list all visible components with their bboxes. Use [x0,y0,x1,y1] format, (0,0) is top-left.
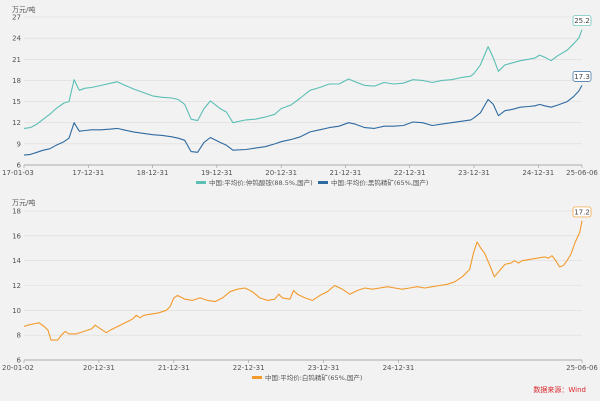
x-tick-label: 17-01-03 [2,169,34,177]
x-tick-label: 22-12-31 [394,169,426,177]
x-tick-label: 21-12-31 [330,169,362,177]
legend-swatch [318,181,328,184]
y-tick-label: 14 [12,257,21,265]
y-tick-label: 24 [12,35,21,43]
x-tick-label: 20-01-02 [2,364,34,372]
y-tick-label: 10 [12,307,21,315]
source-note: 数据来源：Wind [533,386,586,394]
legend-label: 中国:平均价:白钨精矿(65%,国产) [265,373,362,382]
legend-swatch [196,181,206,184]
x-tick-label: 24-12-31 [522,169,554,177]
chart-scheelite-concentrate: 万元/吨 6 8 10 12 14 16 18 20-01-02 20-12-31 21-12-31… [2,198,598,382]
x-tick-label: 17-12-31 [72,169,104,177]
x-tick-label: 19-12-31 [201,169,233,177]
series-line [23,29,583,129]
x-tick-label: 25-06-06 [566,169,598,177]
chart-tungsten-apt-concentrate: 万元/吨 6 9 12 15 18 21 24 27 17-01-03 17-12-31 18-12-… [2,5,598,187]
end-label: 17.3 [574,73,590,81]
end-label-box [572,206,592,218]
y-tick-label: 21 [12,56,21,64]
end-label: 17.2 [574,208,590,216]
x-tick-label: 20-12-31 [265,169,297,177]
y-tick-label: 9 [17,140,21,148]
x-tick-label: 25-06-06 [566,364,598,372]
legend-label: 中国:平均价:黑钨精矿(65%,国产) [331,178,428,187]
y-tick-label: 12 [12,282,21,290]
y-tick-label: 16 [12,232,21,240]
y-tick-label: 18 [12,208,21,216]
x-tick-label: 18-12-31 [137,169,169,177]
y-tick-label: 12 [12,119,21,127]
x-tick-label: 20-12-31 [83,364,115,372]
x-tick-label: 21-12-31 [158,364,190,372]
series-line [23,220,583,341]
series-line [23,85,583,156]
x-tick-label: 22-12-31 [233,364,265,372]
y-tick-label: 18 [12,77,21,85]
y-axis-label: 万元/吨 [12,198,35,207]
y-tick-label: 15 [12,98,21,106]
end-label-box [572,71,592,82]
end-label-box [572,15,592,27]
y-tick-label: 6 [17,357,22,365]
legend-label: 中国:平均价:仲钨酸铵(88.5%,国产) [209,178,313,187]
end-label: 25.2 [574,17,590,25]
y-tick-label: 6 [17,162,22,170]
legend-swatch [252,376,262,379]
y-tick-label: 8 [17,332,21,340]
x-tick-label: 23-12-31 [458,169,490,177]
y-tick-label: 27 [12,14,21,22]
y-axis-label: 万元/吨 [12,5,35,14]
x-tick-label: 23-12-31 [308,364,340,372]
x-tick-label: 24-12-31 [383,364,415,372]
